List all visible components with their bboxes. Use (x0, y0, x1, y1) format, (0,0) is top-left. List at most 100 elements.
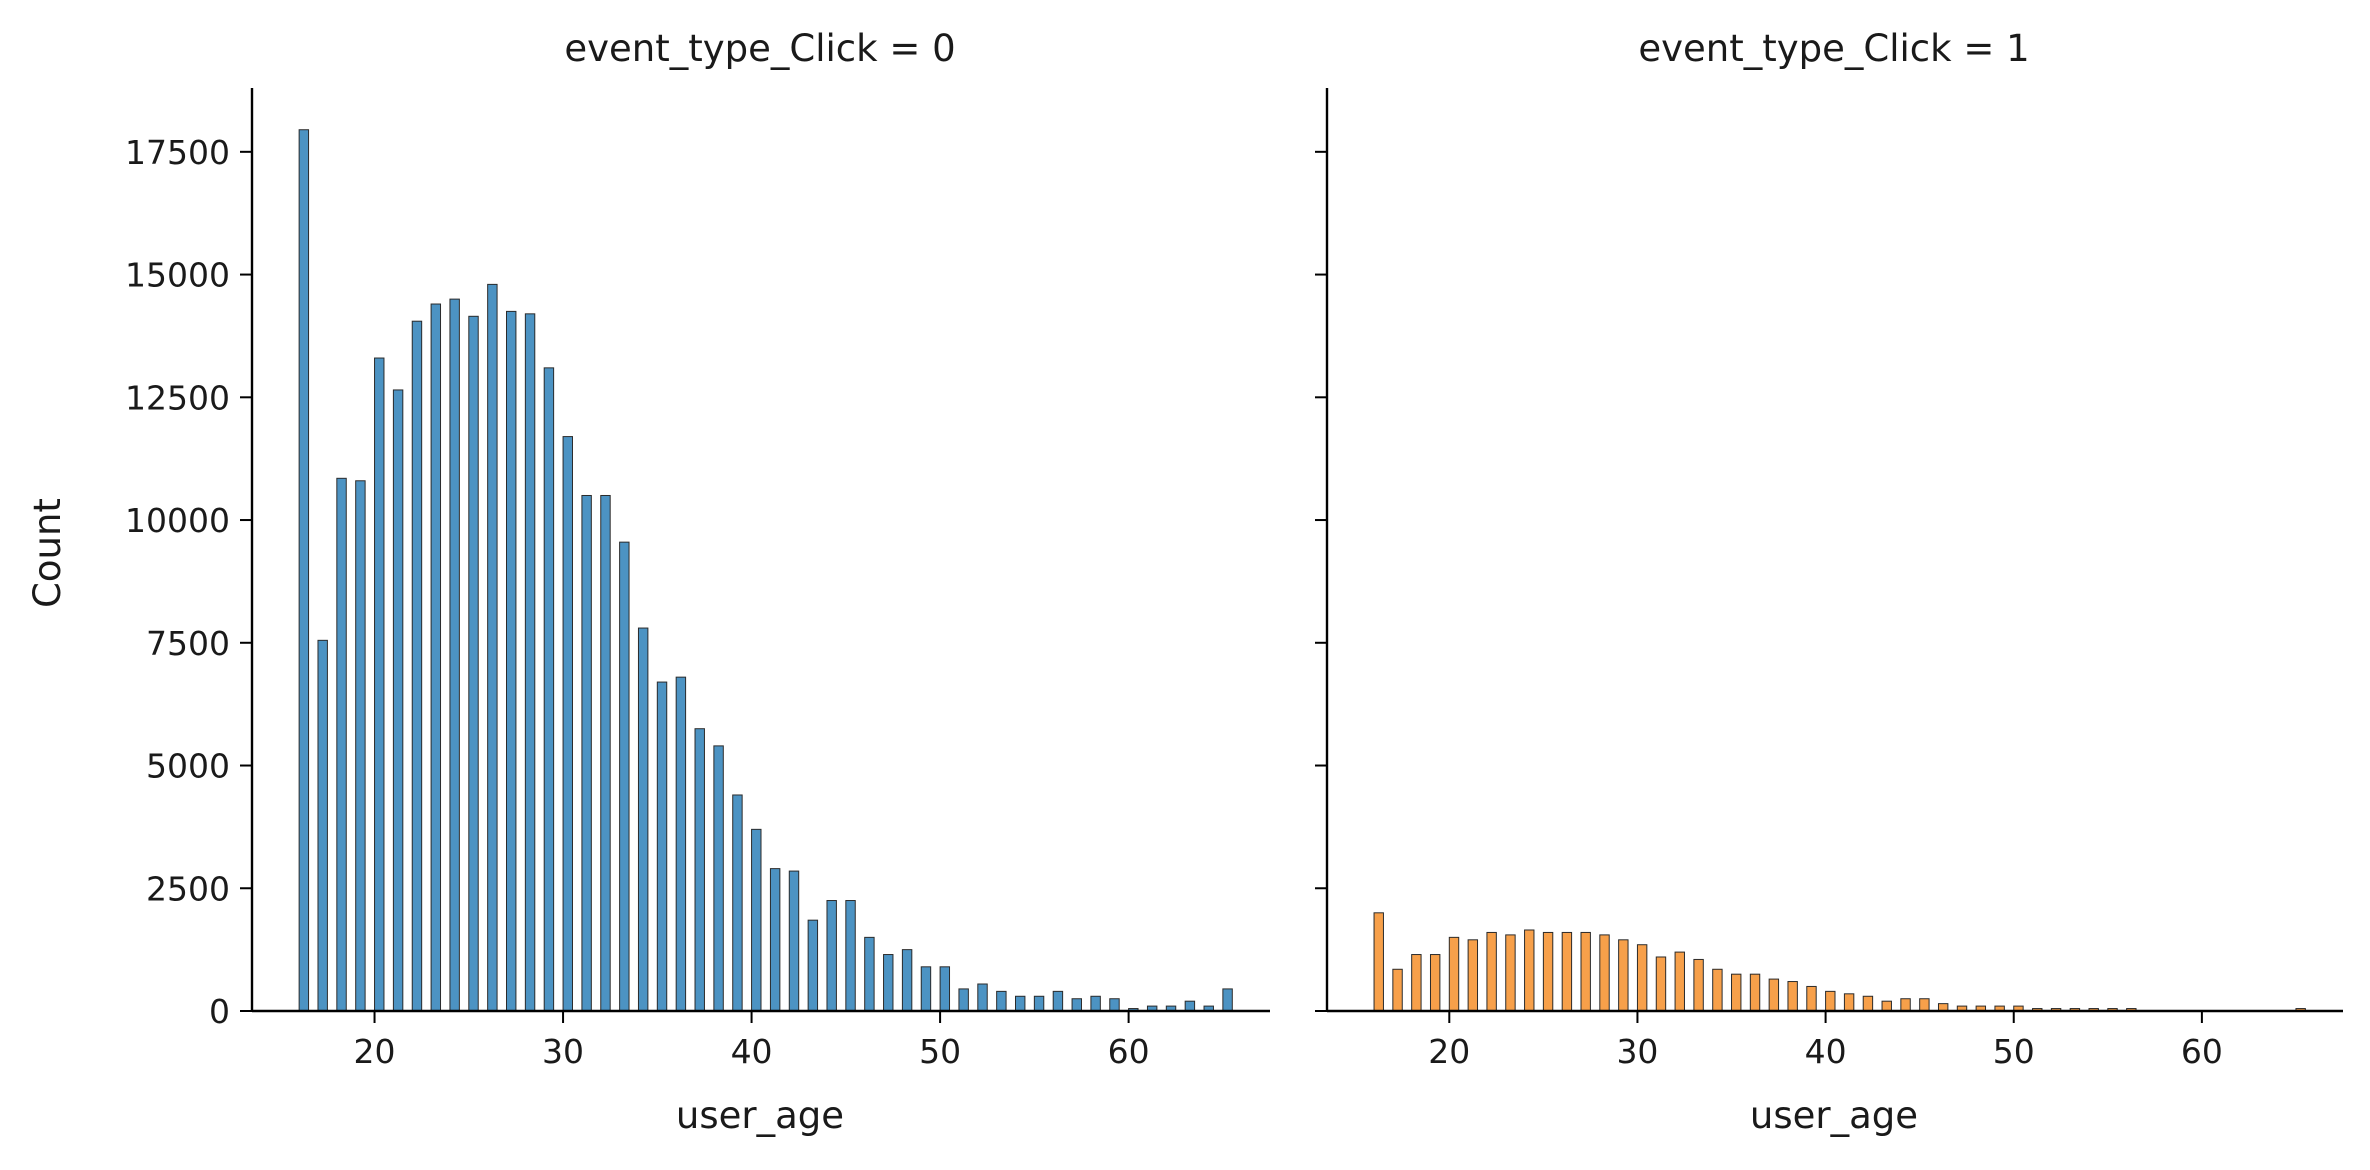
histogram-bar (939, 966, 951, 1012)
histogram-bar (1881, 1000, 1892, 1012)
y-axis-label: Count (26, 498, 69, 608)
histogram-bar (1731, 973, 1742, 1012)
histogram-bar (600, 494, 611, 1012)
y-tick-label: 10000 (125, 501, 230, 540)
histogram-bar (1806, 985, 1817, 1012)
x-tick-label: 60 (2181, 1032, 2223, 1071)
histogram-bar (392, 389, 404, 1012)
histogram-bar (411, 320, 423, 1012)
histogram-bar (958, 988, 969, 1012)
histogram-bars (298, 129, 1233, 1012)
histogram-bar (732, 794, 743, 1012)
x-tick-label: 20 (354, 1032, 396, 1071)
histogram-bar (1749, 973, 1761, 1012)
histogram-bar (1505, 934, 1516, 1012)
histogram-bar (1524, 929, 1535, 1012)
histogram-bars (1373, 912, 2306, 1012)
y-tick-label: 15000 (125, 256, 230, 295)
histogram-bar (543, 367, 555, 1012)
histogram-bar (901, 949, 913, 1012)
histogram-bar (487, 283, 498, 1012)
x-axis-label: user_age (1750, 1094, 1918, 1137)
histogram-bar (807, 919, 819, 1012)
histogram-bar (1448, 936, 1460, 1012)
histogram-bar (751, 828, 762, 1012)
histogram-bar (675, 676, 687, 1012)
histogram-bar (524, 313, 536, 1012)
x-ticks: 20 30 40 50 60 (1428, 1011, 2223, 1071)
histogram-bar (336, 477, 347, 1012)
histogram-bar (1862, 995, 1874, 1012)
y-tick-label: 12500 (125, 378, 230, 417)
histogram-bar (864, 936, 875, 1012)
histogram-bar (1373, 912, 1384, 1012)
histogram-bar (1599, 934, 1610, 1012)
histogram-bar (1787, 981, 1798, 1012)
histogram-bar (581, 494, 592, 1012)
histogram-bar (619, 541, 630, 1012)
x-tick-label: 30 (542, 1032, 584, 1071)
x-tick-label: 40 (1805, 1032, 1847, 1071)
histogram-bar (1429, 954, 1441, 1012)
histogram-bar (1655, 956, 1667, 1012)
histogram-bar (637, 627, 649, 1012)
histogram-bar (1467, 939, 1479, 1012)
panel-event-type-click-1: event_type_Click = 1 20 30 40 50 60 user_age (1315, 27, 2343, 1137)
y-tick-label: 0 (209, 992, 230, 1031)
histogram-bar (977, 983, 988, 1012)
x-tick-label: 40 (731, 1032, 773, 1071)
histogram-bar (468, 315, 479, 1012)
histogram-bar (996, 990, 1007, 1012)
histogram-bar (826, 900, 837, 1012)
x-tick-label: 20 (1428, 1032, 1470, 1071)
panel-event-type-click-0: event_type_Click = 0 0 2500 5000 7500 10000 1… (26, 27, 1270, 1137)
histogram-bar (1542, 931, 1554, 1012)
y-ticks (1315, 150, 1327, 1012)
y-tick-label: 17500 (125, 133, 230, 172)
histogram-bar (1768, 978, 1780, 1012)
x-tick-label: 50 (1993, 1032, 2035, 1071)
histogram-bar (506, 310, 517, 1012)
histogram-bar (1071, 998, 1082, 1012)
y-ticks: 0 2500 5000 7500 10000 12500 15000 17500 (125, 133, 252, 1031)
histogram-bar (1919, 998, 1930, 1012)
histogram-bar (355, 480, 366, 1012)
histogram-bar (430, 303, 442, 1012)
x-ticks: 20 30 40 50 60 (354, 1011, 1150, 1071)
histogram-bar (1015, 995, 1026, 1012)
histogram-bar (449, 298, 460, 1012)
histogram-bar (1486, 931, 1497, 1012)
histogram-bar (845, 900, 856, 1012)
histogram-bar (562, 436, 573, 1012)
histogram-bar (656, 681, 668, 1012)
histogram-bar (920, 966, 932, 1012)
histogram-bar (788, 870, 800, 1012)
histogram-bar (1580, 931, 1591, 1012)
histogram-bar (1411, 954, 1422, 1012)
y-tick-label: 2500 (146, 869, 230, 908)
histogram-bar (298, 129, 310, 1012)
x-axis-label: user_age (676, 1094, 844, 1137)
x-tick-label: 50 (919, 1032, 961, 1071)
histogram-bar (1109, 998, 1120, 1012)
histogram-bar (1900, 998, 1911, 1012)
panel-title: event_type_Click = 1 (1638, 27, 2029, 70)
histogram-bar (1033, 995, 1045, 1012)
histogram-bar (1636, 944, 1648, 1012)
histogram-bar (1090, 995, 1101, 1012)
histogram-bar (1184, 1000, 1196, 1012)
histogram-bar (1712, 968, 1723, 1012)
x-tick-label: 60 (1108, 1032, 1150, 1071)
histogram-bar (1693, 958, 1704, 1012)
histogram-bar (1674, 951, 1685, 1012)
histogram-bar (713, 745, 724, 1012)
histogram-bar (1052, 990, 1064, 1012)
histogram-bar (1222, 988, 1233, 1012)
histogram-bar (883, 954, 894, 1012)
x-tick-label: 30 (1616, 1032, 1658, 1071)
histogram-bar (769, 868, 781, 1012)
y-tick-label: 7500 (146, 624, 230, 663)
histogram-bar (694, 728, 705, 1012)
histogram-bar (1825, 990, 1836, 1012)
